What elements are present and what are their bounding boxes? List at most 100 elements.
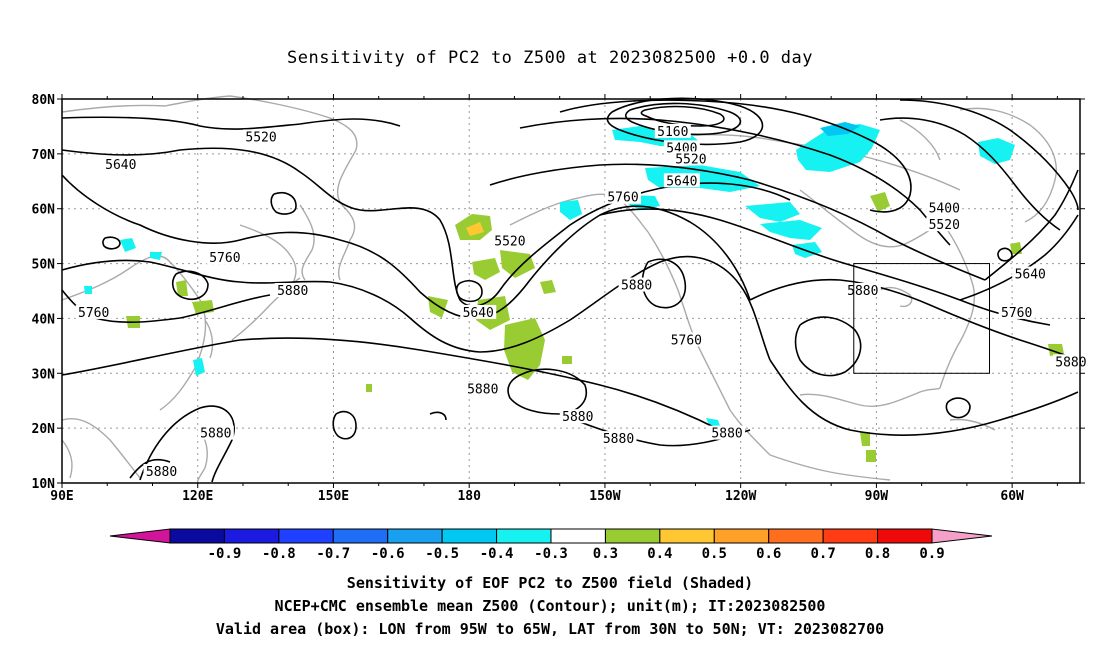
coast-hudson <box>799 189 943 248</box>
colorbar-label: -0.5 <box>425 546 459 562</box>
coast-na-east <box>939 221 976 389</box>
contour-label: 5760 <box>78 306 109 321</box>
colorbar-swatch <box>332 528 389 544</box>
coast-central-america <box>769 454 891 481</box>
contour-label-bg <box>464 381 501 396</box>
contour-5400-east <box>879 117 1061 231</box>
colorbar-label: 0.4 <box>647 546 672 562</box>
lat-label: 60N <box>32 203 56 218</box>
contour-5880-pacific <box>61 337 721 431</box>
colorbar <box>109 528 993 544</box>
contour-low-asia <box>171 270 209 300</box>
lat-label: 10N <box>32 477 56 492</box>
shade-pos-pacific-1 <box>472 258 500 280</box>
contour-label: 5760 <box>607 191 638 206</box>
contour-label-bg <box>672 151 709 166</box>
contour-label: 5880 <box>200 427 231 442</box>
contour-label: 5160 <box>657 125 688 140</box>
contour-label-bg <box>197 425 234 440</box>
contour-label: 5760 <box>671 333 702 348</box>
colorbar-label: -0.3 <box>534 546 568 562</box>
colorbar-swatch <box>278 528 334 544</box>
contour-5880-east-low <box>945 397 971 419</box>
contour-label-bg <box>102 156 139 171</box>
contour-label: 5760 <box>1001 306 1032 321</box>
caption-contour: NCEP+CMC ensemble mean Z500 (Contour); u… <box>274 597 826 615</box>
graticule <box>62 99 1080 483</box>
contour-label: 5520 <box>675 152 706 167</box>
contour-label-bg <box>460 304 497 319</box>
shade-neg-china <box>193 358 205 376</box>
contour-label-bg <box>605 189 642 204</box>
lon-label: 90W <box>865 489 889 504</box>
colorbar-swatch <box>441 528 498 544</box>
contour-label: 5400 <box>929 202 960 217</box>
contour-5760-na <box>599 208 1051 326</box>
contour-label-bg <box>75 304 112 319</box>
contour-5880-trop <box>769 359 1079 436</box>
contour-label-bg <box>668 332 705 347</box>
contour-5520-west <box>61 116 401 130</box>
colorbar-swatch <box>713 528 770 544</box>
shade-neg-bc <box>560 200 582 220</box>
contour-label: 5520 <box>929 218 960 233</box>
colorbar-labels: -0.9 -0.8 -0.7 -0.6 -0.5 -0.4 -0.3 0.3 0.4 0.5 0.6… <box>208 546 945 562</box>
contour-label-bg <box>274 283 311 297</box>
contour-5520-east <box>899 99 1079 211</box>
contour-label-bg <box>926 200 963 215</box>
shade-neg-asia-1 <box>120 238 136 252</box>
colorbar-label: -0.6 <box>371 546 405 562</box>
contour-label: 5880 <box>146 465 177 480</box>
colorbar-swatch <box>768 528 824 544</box>
caption-valid-area: Valid area (box): LON from 95W to 65W, L… <box>215 620 885 638</box>
contour-low-siberia <box>270 191 297 215</box>
contour-label-bg <box>143 464 180 479</box>
contour-label-bg <box>206 250 243 265</box>
contour-5760-west <box>61 174 751 320</box>
contour-label-bg <box>559 409 596 424</box>
colorbar-swatch <box>604 528 661 544</box>
shade-neg-canada-north-2 <box>820 122 860 136</box>
colorbar-label: -0.8 <box>262 546 296 562</box>
colorbar-swatch <box>877 528 933 544</box>
colorbar-label: 0.9 <box>919 546 944 562</box>
coast-baffin <box>899 119 941 161</box>
shade-pos-caribbean <box>860 432 870 446</box>
map-frame <box>61 98 1081 484</box>
contour-label-bg <box>243 129 280 144</box>
longitude-labels: 90E 120E 150E 180 150W 120W 90W 60W <box>50 489 1024 504</box>
chart-title: Sensitivity of PC2 to Z500 at 2023082500… <box>286 48 813 68</box>
shade-neg-ontario <box>792 242 822 258</box>
contour-label: 5520 <box>245 130 276 145</box>
shade-pos-canada <box>870 192 890 212</box>
coast-asia-north <box>61 95 358 151</box>
coast-india <box>61 439 73 479</box>
contour-5880-gulf <box>794 316 862 377</box>
contour-label: 5880 <box>277 284 308 299</box>
coast-korea <box>204 319 214 359</box>
colorbar-label: 0.8 <box>865 546 890 562</box>
lat-label: 80N <box>32 93 56 108</box>
coast-kamchatka <box>299 204 315 281</box>
contour-low-sp1 <box>332 410 357 440</box>
contour-label-bg <box>491 233 528 248</box>
contour-label: 5880 <box>603 432 634 447</box>
shade-neg-greenland <box>978 138 1015 164</box>
contour-5640-east <box>984 169 1079 281</box>
contour-low-newfoundland <box>997 247 1013 262</box>
shade-pos-pacific-3 <box>428 296 448 318</box>
lat-label: 70N <box>32 148 56 163</box>
shade-pos-pacific-8 <box>562 356 572 364</box>
contour-label: 5880 <box>621 279 652 294</box>
coast-se-asia <box>61 418 141 479</box>
contour-label: 5880 <box>562 410 593 425</box>
colorbar-high-arrow <box>931 528 993 544</box>
contour-5520-arctic <box>519 117 951 246</box>
contour-label-bg <box>1012 266 1049 281</box>
contour-arctic-low-2 <box>624 102 742 136</box>
contour-label-bg <box>654 123 691 138</box>
contour-label-bg <box>998 304 1035 319</box>
colorbar-swatch <box>223 528 280 544</box>
colorbar-swatch <box>659 528 715 544</box>
contour-label: 5640 <box>666 174 697 189</box>
